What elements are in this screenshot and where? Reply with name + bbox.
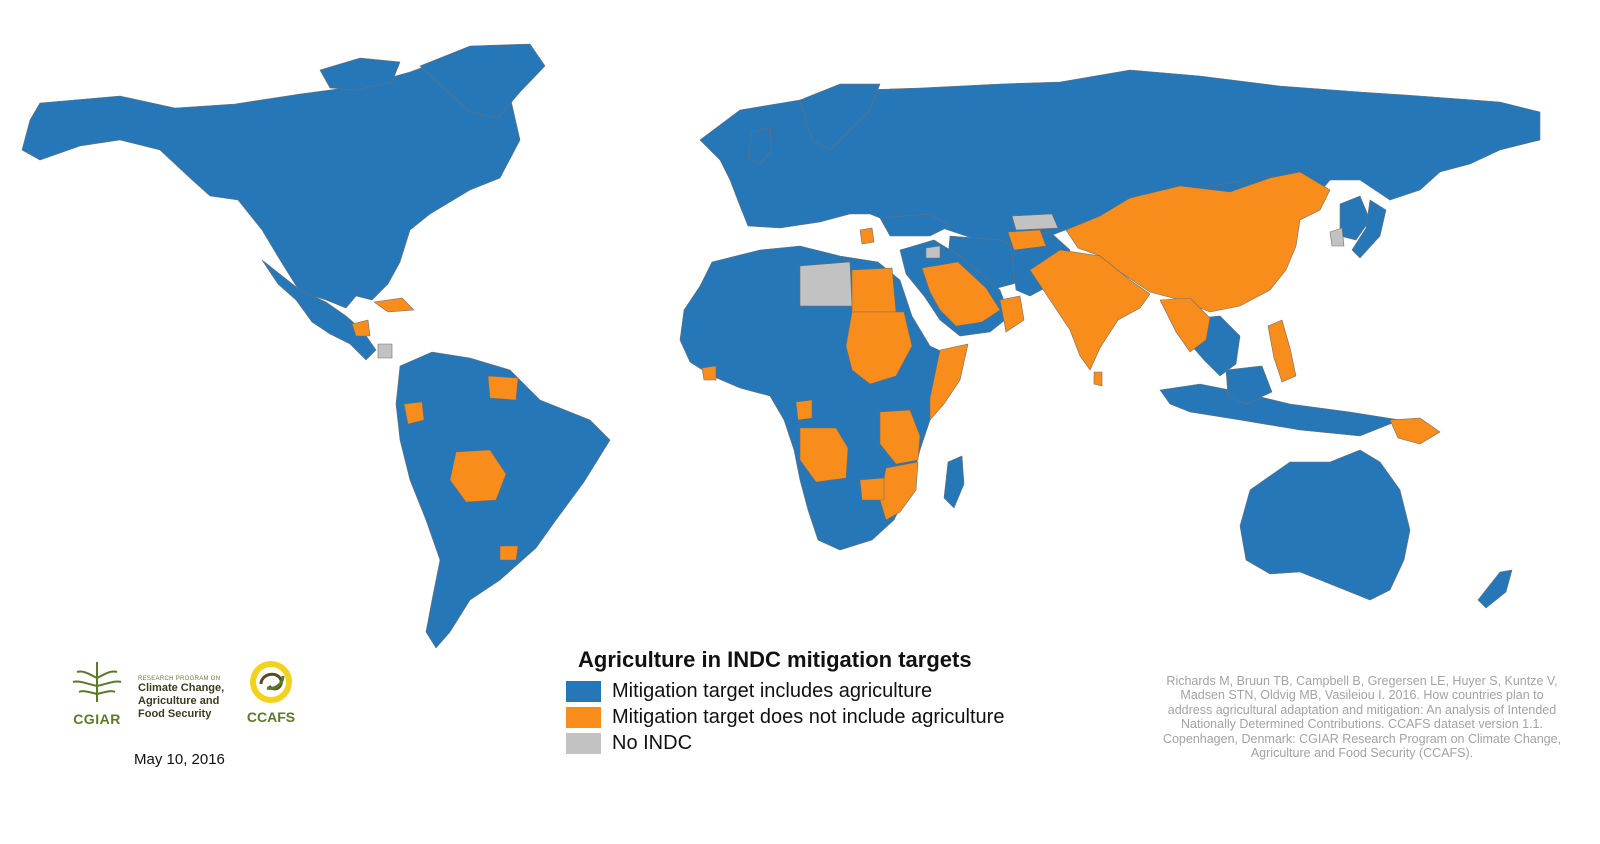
region-nicaragua <box>377 343 393 359</box>
map-date: May 10, 2016 <box>134 751 225 768</box>
region-borneo <box>1225 365 1273 405</box>
region-mexico <box>261 259 377 361</box>
region-japan <box>1351 199 1387 259</box>
legend-item-excludes: Mitigation target does not include agric… <box>566 706 1004 728</box>
ccafs-swirl-icon <box>250 661 292 703</box>
legend-swatch-blue <box>566 680 601 702</box>
region-uk <box>747 127 773 165</box>
region-bolivia <box>449 449 507 503</box>
region-scandinavia <box>799 83 881 151</box>
region-indonesia <box>1159 383 1402 437</box>
legend-swatch-orange <box>566 706 601 728</box>
legend-swatch-grey <box>566 732 601 754</box>
region-papua-new-guinea <box>1389 417 1441 445</box>
landmass-grey <box>377 213 1345 359</box>
wheat-icon <box>72 662 122 702</box>
region-west-africa-dot <box>701 365 717 381</box>
program-line-3: Food Security <box>138 708 212 720</box>
ccafs-wordmark: CCAFS <box>246 709 296 725</box>
program-line-2: Agriculture and <box>138 695 220 707</box>
region-gabon <box>795 399 813 421</box>
region-guyanas <box>487 375 519 401</box>
region-oman-yemen <box>999 295 1025 333</box>
legend-item-includes: Mitigation target includes agriculture <box>566 680 932 702</box>
region-philippines <box>1267 319 1297 383</box>
region-uzbekistan <box>1007 229 1047 251</box>
region-turkey <box>879 213 951 237</box>
program-logo: RESEARCH PROGRAM ON Climate Change, Agri… <box>138 676 238 721</box>
region-egypt <box>851 267 897 313</box>
region-australia <box>1239 449 1411 601</box>
region-myanmar-indochina <box>1159 297 1211 353</box>
legend-item-no-indc: No INDC <box>566 732 692 754</box>
region-madagascar <box>943 455 965 509</box>
region-cuba <box>373 297 415 313</box>
region-india <box>1029 249 1151 371</box>
legend-title: Agriculture in INDC mitigation targets <box>578 647 972 672</box>
program-line-1: Climate Change, <box>138 682 225 694</box>
region-tanzania <box>879 409 921 465</box>
cgiar-logo: CGIAR <box>66 658 128 727</box>
region-central-america-o <box>351 319 371 337</box>
region-angola <box>799 427 849 483</box>
region-ecuador <box>403 401 425 425</box>
program-small-label: RESEARCH PROGRAM ON <box>138 676 221 682</box>
cgiar-wordmark: CGIAR <box>73 711 121 727</box>
region-eurasia <box>699 69 1541 249</box>
ccafs-logo: CCAFS <box>244 660 298 725</box>
region-kazakhstan-area <box>1011 213 1059 231</box>
region-zimbabwe <box>859 477 885 501</box>
legend-label-includes: Mitigation target includes agriculture <box>612 679 933 702</box>
region-saudi-arabia <box>921 261 1001 327</box>
citation-text: Richards M, Bruun TB, Campbell B, Greger… <box>1162 674 1562 761</box>
region-mozambique <box>879 461 919 521</box>
region-south-america <box>395 351 611 649</box>
region-north-korea <box>1329 227 1345 247</box>
region-greece-balkan <box>859 227 875 245</box>
landmass-orange <box>351 171 1441 561</box>
region-syria <box>925 245 941 259</box>
legend-label-excludes: Mitigation target does not include agric… <box>612 705 1005 728</box>
region-libya <box>799 261 853 307</box>
region-somalia <box>929 343 969 421</box>
legend-label-no-indc: No INDC <box>612 731 693 754</box>
region-sri-lanka <box>1093 371 1103 387</box>
region-sudan <box>845 311 913 385</box>
region-arctic-islands <box>319 57 401 91</box>
region-uruguay <box>499 545 519 561</box>
region-china <box>1065 171 1331 313</box>
landmass-blue <box>21 43 1541 649</box>
region-new-zealand <box>1477 569 1513 609</box>
region-greenland <box>419 43 546 119</box>
